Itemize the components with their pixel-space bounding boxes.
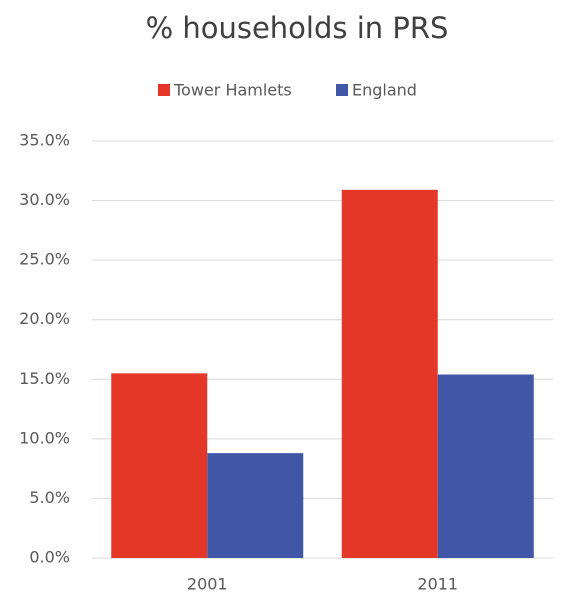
bar xyxy=(207,453,304,558)
y-tick-label: 20.0% xyxy=(19,309,70,328)
chart-title: % households in PRS xyxy=(146,11,449,45)
legend-label: Tower Hamlets xyxy=(173,81,292,100)
y-tick-label: 30.0% xyxy=(19,190,70,209)
y-tick-label: 5.0% xyxy=(29,488,70,507)
bar xyxy=(341,189,438,558)
y-tick-label: 0.0% xyxy=(29,548,70,567)
y-tick-label: 35.0% xyxy=(19,131,70,150)
y-tick-label: 15.0% xyxy=(19,369,70,388)
bar xyxy=(437,374,534,558)
x-tick-label: 2011 xyxy=(417,575,458,594)
y-tick-label: 10.0% xyxy=(19,428,70,447)
x-tick-label: 2001 xyxy=(187,575,228,594)
legend-swatch xyxy=(158,84,170,96)
bar xyxy=(111,373,208,558)
legend-swatch xyxy=(336,84,348,96)
y-tick-label: 25.0% xyxy=(19,250,70,269)
legend-label: England xyxy=(352,81,417,100)
